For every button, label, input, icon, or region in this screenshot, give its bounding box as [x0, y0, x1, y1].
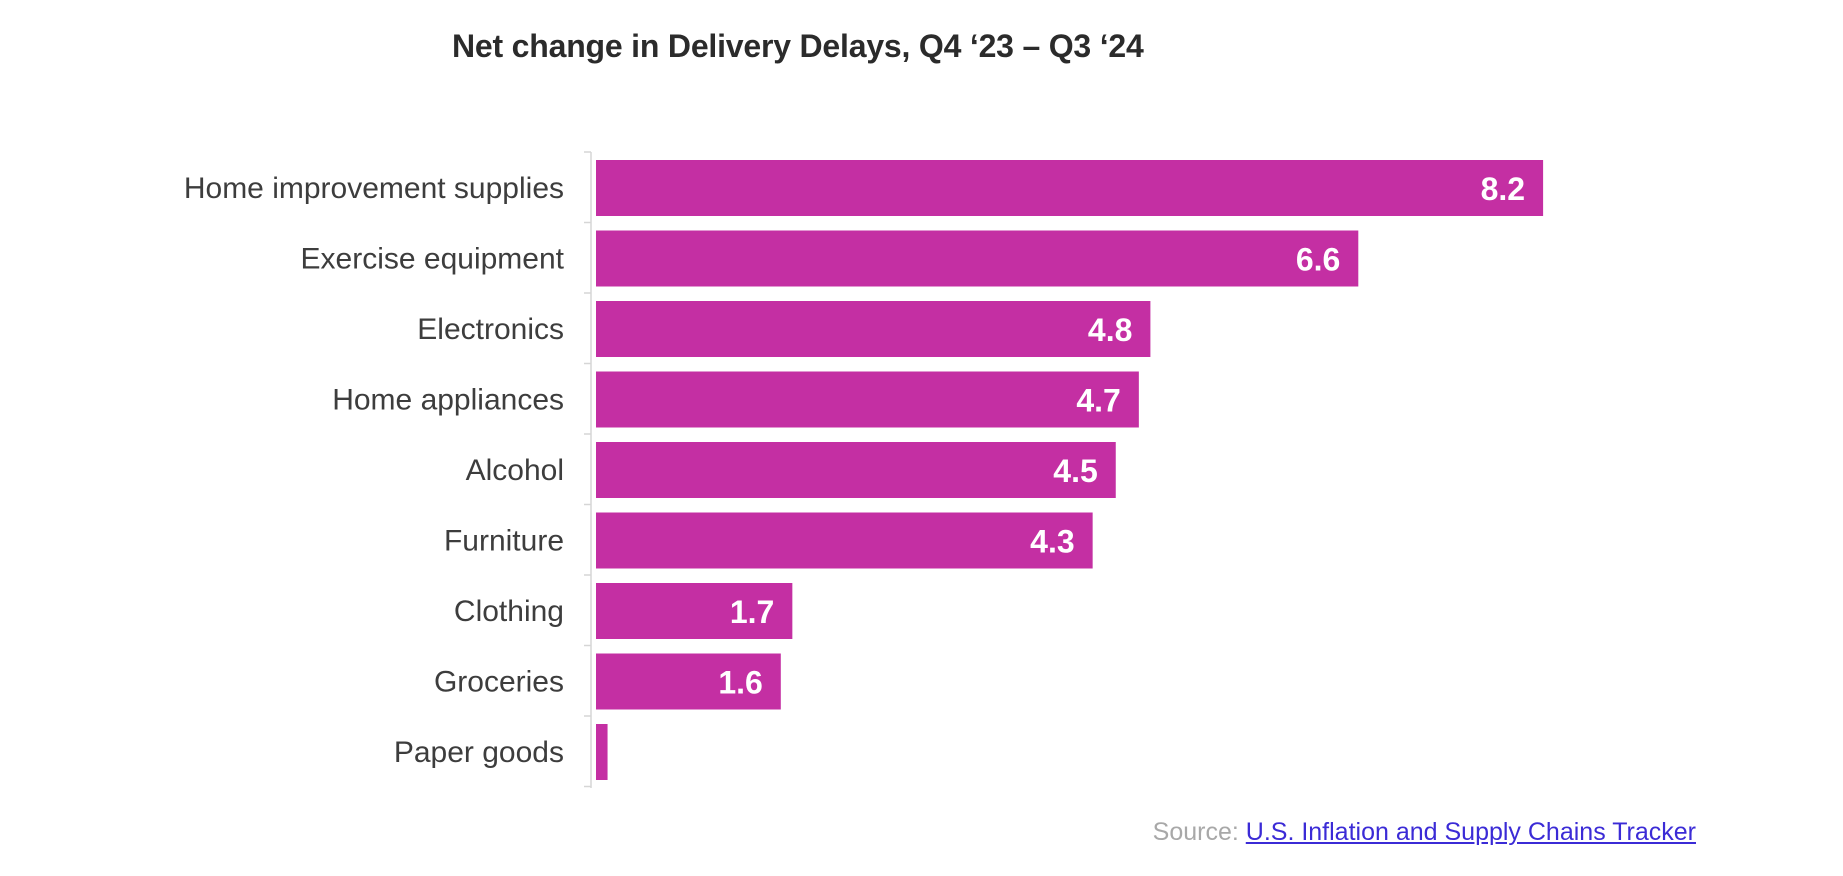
- source-link[interactable]: U.S. Inflation and Supply Chains Tracker: [1245, 818, 1696, 846]
- bar: [596, 583, 793, 639]
- category-label: Electronics: [417, 313, 564, 346]
- bar: [596, 442, 1116, 498]
- chart-title: Net change in Delivery Delays, Q4 ‘23 – …: [452, 28, 1144, 64]
- value-labels: 8.2 6.6 4.8 4.7 4.5 4.3 1.7 1.6: [718, 171, 1525, 701]
- bar: [596, 301, 1151, 357]
- bar-value-label: 1.6: [718, 665, 762, 701]
- bar: [596, 724, 608, 780]
- bar: [596, 160, 1544, 216]
- category-label: Paper goods: [394, 736, 564, 769]
- bar: [596, 230, 1359, 287]
- category-label: Clothing: [454, 595, 564, 628]
- bar-value-label: 1.7: [730, 594, 774, 630]
- bar: [596, 371, 1139, 428]
- source-prefix: Source:: [1152, 818, 1246, 846]
- bars-layer: [596, 160, 1544, 780]
- bar: [596, 653, 781, 710]
- bar-value-label: 4.3: [1030, 524, 1074, 560]
- category-label: Furniture: [444, 525, 564, 558]
- category-label: Exercise equipment: [301, 243, 565, 276]
- bar-value-label: 8.2: [1481, 171, 1525, 207]
- category-label: Home appliances: [332, 384, 564, 417]
- category-labels: Home improvement supplies Exercise equipm…: [184, 172, 565, 769]
- category-label: Home improvement supplies: [184, 172, 564, 205]
- category-label: Groceries: [434, 666, 564, 699]
- bar-value-label: 4.5: [1053, 453, 1097, 489]
- bar-value-label: 6.6: [1296, 242, 1340, 278]
- category-label: Alcohol: [466, 454, 564, 487]
- axis-layer: [584, 151, 592, 788]
- source-line: Source: U.S. Inflation and Supply Chains…: [1153, 818, 1696, 847]
- bar: [596, 512, 1093, 569]
- bar-value-label: 4.8: [1088, 312, 1132, 348]
- bar-value-label: 4.7: [1076, 383, 1120, 419]
